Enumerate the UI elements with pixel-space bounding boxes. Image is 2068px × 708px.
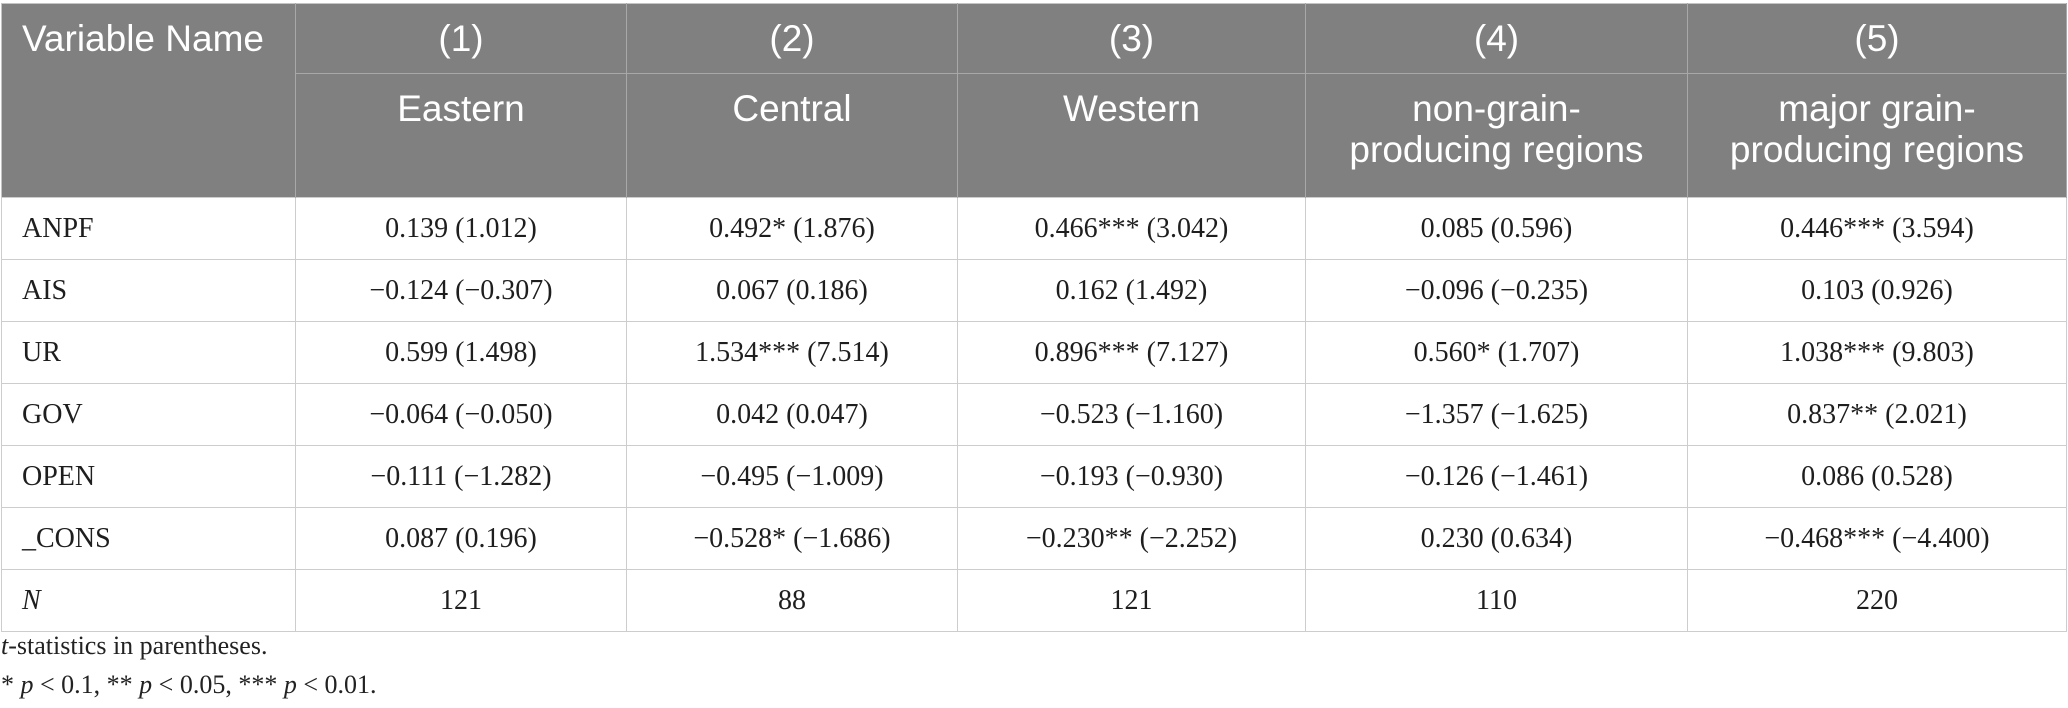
- cell-open-col5: 0.086 (0.528): [1687, 445, 2067, 508]
- header-row-regions: Eastern Central Western non-grain-produc…: [2, 73, 2067, 198]
- cell-open-col2: −0.495 (−1.009): [626, 445, 958, 508]
- table-row-n: N 121 88 121 110 220: [1, 569, 2067, 632]
- footnote-1-part-1: t: [1, 631, 9, 660]
- column-name-major-grain: major grain-producing regions: [1729, 88, 2025, 170]
- column-header-5: major grain-producing regions: [1687, 73, 2067, 198]
- cell-gov-col2: 0.042 (0.047): [626, 383, 958, 446]
- row-label-n: N: [1, 569, 296, 632]
- cell-n-col1: 121: [295, 569, 627, 632]
- footnote-t-statistics: t-statistics in parentheses.: [1, 627, 267, 665]
- cell-gov-col3: −0.523 (−1.160): [957, 383, 1306, 446]
- variable-name-header: Variable Name: [1, 3, 296, 198]
- column-name-central: Central: [732, 88, 852, 129]
- footnote-2-part-1: *: [1, 670, 21, 699]
- footnote-2-part-4: p: [139, 670, 153, 699]
- cell-ur-col1: 0.599 (1.498): [295, 321, 627, 384]
- table-body: ANPF 0.139 (1.012) 0.492* (1.876) 0.466*…: [1, 197, 2067, 632]
- row-label-cons: _CONS: [1, 507, 296, 570]
- row-label-open: OPEN: [1, 445, 296, 508]
- row-label-ais: AIS: [1, 259, 296, 322]
- table-row-gov: GOV −0.064 (−0.050) 0.042 (0.047) −0.523…: [1, 383, 2067, 446]
- cell-open-col1: −0.111 (−1.282): [295, 445, 627, 508]
- cell-anpf-col5: 0.446*** (3.594): [1687, 197, 2067, 260]
- cell-n-col2: 88: [626, 569, 958, 632]
- cell-ais-col3: 0.162 (1.492): [957, 259, 1306, 322]
- cell-anpf-col3: 0.466*** (3.042): [957, 197, 1306, 260]
- cell-ur-col3: 0.896*** (7.127): [957, 321, 1306, 384]
- cell-cons-col1: 0.087 (0.196): [295, 507, 627, 570]
- cell-ur-col5: 1.038*** (9.803): [1687, 321, 2067, 384]
- column-number-2: (2): [626, 3, 958, 74]
- cell-ais-col1: −0.124 (−0.307): [295, 259, 627, 322]
- cell-n-col5: 220: [1687, 569, 2067, 632]
- cell-cons-col3: −0.230** (−2.252): [957, 507, 1306, 570]
- cell-ur-col4: 0.560* (1.707): [1305, 321, 1688, 384]
- column-name-western: Western: [1062, 88, 1201, 129]
- table-row-open: OPEN −0.111 (−1.282) −0.495 (−1.009) −0.…: [1, 445, 2067, 508]
- column-number-4: (4): [1305, 3, 1688, 74]
- table-row-ur: UR 0.599 (1.498) 1.534*** (7.514) 0.896*…: [1, 321, 2067, 384]
- column-header-2: Central: [626, 73, 958, 198]
- cell-cons-col4: 0.230 (0.634): [1305, 507, 1688, 570]
- header-row-numbers: Variable Name (1) (2) (3) (4) (5): [1, 3, 2067, 198]
- footnote-significance: * p < 0.1, ** p < 0.05, *** p < 0.01.: [1, 666, 377, 704]
- cell-ais-col5: 0.103 (0.926): [1687, 259, 2067, 322]
- footnote-2-part-7: < 0.01.: [296, 670, 377, 699]
- table-row-cons: _CONS 0.087 (0.196) −0.528* (−1.686) −0.…: [1, 507, 2067, 570]
- cell-n-col3: 121: [957, 569, 1306, 632]
- cell-gov-col1: −0.064 (−0.050): [295, 383, 627, 446]
- column-number-3: (3): [957, 3, 1306, 74]
- regression-results-table: Variable Name (1) (2) (3) (4) (5) Easter…: [1, 3, 2067, 632]
- cell-gov-col5: 0.837** (2.021): [1687, 383, 2067, 446]
- row-label-gov: GOV: [1, 383, 296, 446]
- footnote-2-part-5: < 0.05, ***: [152, 670, 284, 699]
- cell-n-col4: 110: [1305, 569, 1688, 632]
- footnote-2-part-6: p: [283, 670, 297, 699]
- column-name-eastern: Eastern: [397, 88, 525, 129]
- table-row-anpf: ANPF 0.139 (1.012) 0.492* (1.876) 0.466*…: [1, 197, 2067, 260]
- column-header-1: Eastern: [295, 73, 627, 198]
- cell-open-col4: −0.126 (−1.461): [1305, 445, 1688, 508]
- cell-ur-col2: 1.534*** (7.514): [626, 321, 958, 384]
- row-label-anpf: ANPF: [1, 197, 296, 260]
- column-name-non-grain: non-grain-producing regions: [1349, 88, 1644, 170]
- cell-open-col3: −0.193 (−0.930): [957, 445, 1306, 508]
- cell-ais-col2: 0.067 (0.186): [626, 259, 958, 322]
- cell-ais-col4: −0.096 (−0.235): [1305, 259, 1688, 322]
- cell-anpf-col4: 0.085 (0.596): [1305, 197, 1688, 260]
- cell-anpf-col2: 0.492* (1.876): [626, 197, 958, 260]
- row-label-ur: UR: [1, 321, 296, 384]
- column-number-1: (1): [295, 3, 627, 74]
- cell-cons-col2: −0.528* (−1.686): [626, 507, 958, 570]
- footnote-1-part-2: -statistics in parentheses.: [8, 631, 268, 660]
- cell-gov-col4: −1.357 (−1.625): [1305, 383, 1688, 446]
- table-header: Variable Name (1) (2) (3) (4) (5) Easter…: [1, 3, 2067, 198]
- table-row-ais: AIS −0.124 (−0.307) 0.067 (0.186) 0.162 …: [1, 259, 2067, 322]
- footnote-2-part-3: < 0.1, **: [33, 670, 140, 699]
- footnote-2-part-2: p: [20, 670, 34, 699]
- column-header-3: Western: [957, 73, 1306, 198]
- column-number-5: (5): [1687, 3, 2067, 74]
- cell-cons-col5: −0.468*** (−4.400): [1687, 507, 2067, 570]
- cell-anpf-col1: 0.139 (1.012): [295, 197, 627, 260]
- column-header-4: non-grain-producing regions: [1305, 73, 1688, 198]
